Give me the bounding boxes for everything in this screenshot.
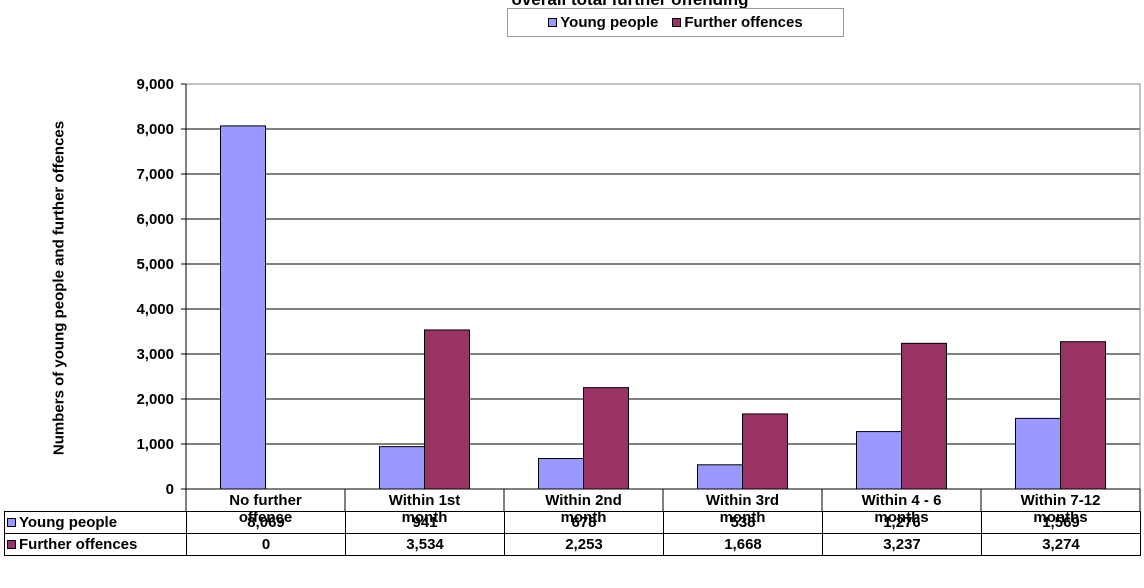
y-tick-label: 3,000 bbox=[136, 346, 174, 363]
table-row-header-further-offences: Further offences bbox=[4, 533, 187, 556]
table-cell: 1,668 bbox=[663, 533, 823, 556]
y-tick-label: 1,000 bbox=[136, 436, 174, 453]
table-cell: 8,069 bbox=[186, 511, 346, 534]
table-cell: 1,569 bbox=[981, 511, 1141, 534]
bar-further-offences bbox=[1060, 341, 1106, 490]
y-tick-label: 4,000 bbox=[136, 301, 174, 318]
legend-item-further-offences: Further offences bbox=[672, 14, 803, 31]
y-tick-label: 8,000 bbox=[136, 121, 174, 138]
bar-young-people bbox=[379, 446, 425, 490]
table-row-further-offences: Further offences 0 3,534 2,253 1,668 3,2… bbox=[4, 533, 1141, 556]
table-cell: 3,534 bbox=[345, 533, 505, 556]
x-tick-label: No further bbox=[229, 492, 302, 509]
y-tick-label: 9,000 bbox=[136, 76, 174, 93]
x-tick-label: Within 7-12 bbox=[1021, 492, 1101, 509]
bar-further-offences bbox=[742, 413, 788, 490]
y-tick-label: 5,000 bbox=[136, 256, 174, 273]
y-tick-label: 2,000 bbox=[136, 391, 174, 408]
legend-label-young-people: Young people bbox=[560, 14, 659, 31]
y-tick-label: 6,000 bbox=[136, 211, 174, 228]
chart-title: overall total further offending bbox=[380, 0, 880, 10]
table-cell: 3,274 bbox=[981, 533, 1141, 556]
table-series-name: Further offences bbox=[19, 536, 138, 553]
y-tick-label: 7,000 bbox=[136, 166, 174, 183]
bar-further-offences bbox=[901, 342, 947, 490]
legend-swatch-young-people bbox=[548, 18, 558, 27]
x-tick-label: Within 3rd bbox=[706, 492, 779, 509]
bar-young-people bbox=[538, 457, 584, 490]
legend-item-young-people: Young people bbox=[548, 14, 658, 31]
table-cell: 678 bbox=[504, 511, 664, 534]
x-tick-label: Within 2nd bbox=[545, 492, 622, 509]
data-table: Young people 8,069 941 678 538 1,276 1,5… bbox=[4, 511, 1141, 556]
bar-young-people bbox=[856, 431, 902, 490]
bar-further-offences bbox=[583, 387, 629, 490]
plot-frame bbox=[185, 83, 1141, 490]
table-cell: 941 bbox=[345, 511, 505, 534]
table-swatch-young-people bbox=[7, 518, 16, 527]
bar-further-offences bbox=[424, 329, 470, 490]
bar-young-people bbox=[220, 125, 266, 490]
table-row-header-young-people: Young people bbox=[4, 511, 187, 534]
table-cell: 2,253 bbox=[504, 533, 664, 556]
table-cell: 1,276 bbox=[822, 511, 982, 534]
table-swatch-further-offences bbox=[7, 540, 16, 549]
table-cell: 3,237 bbox=[822, 533, 982, 556]
legend-swatch-further-offences bbox=[672, 18, 682, 27]
legend: Young people Further offences bbox=[507, 8, 844, 37]
table-row-young-people: Young people 8,069 941 678 538 1,276 1,5… bbox=[4, 511, 1141, 534]
bar-young-people bbox=[697, 464, 743, 490]
table-cell: 538 bbox=[663, 511, 823, 534]
y-tick-label: 0 bbox=[166, 481, 174, 498]
x-tick-label: Within 4 - 6 bbox=[862, 492, 942, 509]
x-tick-label: Within 1st bbox=[389, 492, 461, 509]
table-cell: 0 bbox=[186, 533, 346, 556]
bar-young-people bbox=[1015, 417, 1061, 490]
table-series-name: Young people bbox=[19, 514, 118, 531]
legend-label-further-offences: Further offences bbox=[684, 14, 803, 31]
